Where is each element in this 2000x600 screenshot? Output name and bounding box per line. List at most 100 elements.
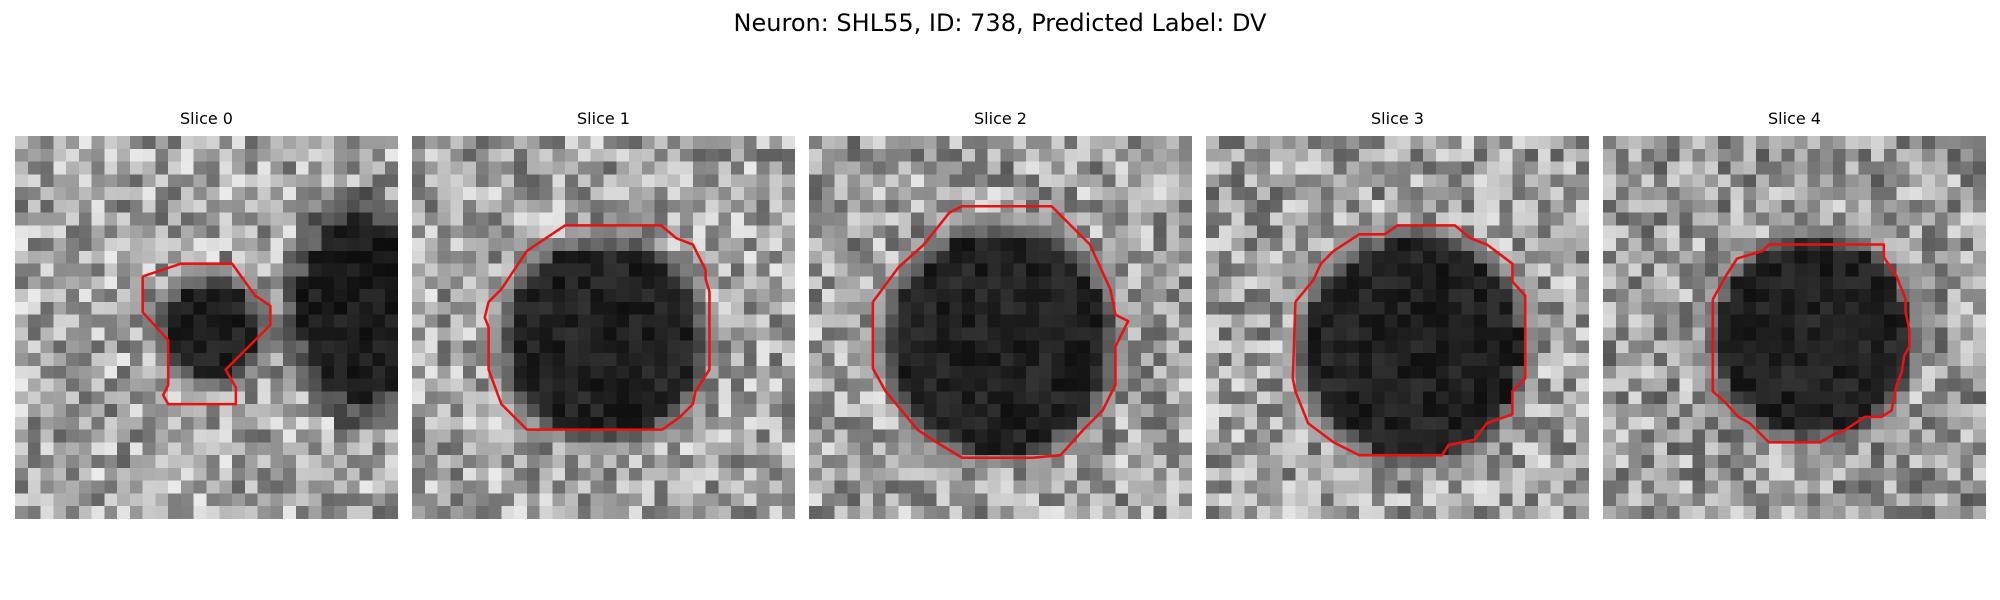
- pixel: [168, 467, 182, 481]
- pixel: [1666, 480, 1680, 494]
- pixel: [1089, 327, 1103, 341]
- pixel: [1397, 442, 1411, 456]
- pixel: [1140, 480, 1154, 494]
- pixel: [743, 301, 757, 315]
- pixel: [565, 238, 579, 252]
- pixel: [962, 212, 976, 226]
- pixel: [898, 467, 912, 481]
- pixel: [346, 161, 360, 175]
- pixel: [168, 353, 182, 367]
- pixel: [1550, 289, 1564, 303]
- pixel: [206, 467, 220, 481]
- pixel: [1499, 480, 1513, 494]
- pixel: [1743, 493, 1757, 507]
- pixel: [219, 148, 233, 162]
- pixel: [616, 289, 630, 303]
- pixel: [463, 391, 477, 405]
- pixel: [860, 263, 874, 277]
- pixel: [1244, 442, 1258, 456]
- pixel: [359, 416, 373, 430]
- pixel: [974, 187, 988, 201]
- pixel: [385, 276, 398, 290]
- pixel: [257, 429, 271, 443]
- pixel: [1922, 301, 1936, 315]
- pixel: [15, 263, 29, 277]
- pixel: [1153, 161, 1167, 175]
- pixel: [1140, 442, 1154, 456]
- pixel: [1768, 391, 1782, 405]
- pixel: [1435, 250, 1449, 264]
- pixel: [142, 250, 156, 264]
- pixel: [1960, 467, 1974, 481]
- pixel: [1384, 365, 1398, 379]
- pixel: [1743, 353, 1757, 367]
- pixel: [1730, 340, 1744, 354]
- pixel: [244, 429, 258, 443]
- pixel: [308, 480, 322, 494]
- pixel: [654, 429, 668, 443]
- pixel: [1603, 455, 1617, 469]
- pixel: [359, 263, 373, 277]
- pixel: [168, 199, 182, 213]
- pixel: [949, 174, 963, 188]
- pixel: [155, 429, 169, 443]
- pixel: [78, 391, 92, 405]
- pixel: [718, 353, 732, 367]
- pixel: [923, 263, 937, 277]
- pixel: [1973, 225, 1986, 239]
- pixel: [1269, 314, 1283, 328]
- pixel: [898, 250, 912, 264]
- pixel: [821, 365, 835, 379]
- pixel: [1038, 365, 1052, 379]
- pixel: [1320, 187, 1334, 201]
- pixel: [27, 391, 41, 405]
- pixel: [1397, 416, 1411, 430]
- pixel: [1603, 225, 1617, 239]
- pixel: [1960, 199, 1974, 213]
- pixel: [1717, 250, 1731, 264]
- pixel: [1537, 174, 1551, 188]
- pixel: [424, 212, 438, 226]
- pixel: [1820, 480, 1834, 494]
- pixel: [1832, 404, 1846, 418]
- pixel: [1896, 442, 1910, 456]
- pixel: [1308, 225, 1322, 239]
- pixel: [1512, 238, 1526, 252]
- pixel: [1486, 301, 1500, 315]
- pixel: [1550, 506, 1564, 519]
- pixel: [1206, 314, 1220, 328]
- pixel: [1153, 416, 1167, 430]
- pixel: [1666, 353, 1680, 367]
- pixel: [91, 199, 105, 213]
- pixel: [1628, 353, 1642, 367]
- pixel: [372, 289, 386, 303]
- pixel: [1909, 455, 1923, 469]
- pixel: [1102, 467, 1116, 481]
- pixel: [1013, 353, 1027, 367]
- pixel: [1359, 506, 1373, 519]
- pixel: [962, 353, 976, 367]
- pixel: [117, 263, 131, 277]
- pixel: [1153, 429, 1167, 443]
- pixel: [1089, 289, 1103, 303]
- pixel: [1179, 314, 1192, 328]
- pixel: [308, 212, 322, 226]
- pixel: [206, 480, 220, 494]
- pixel: [1333, 136, 1347, 150]
- pixel: [142, 148, 156, 162]
- cell-contour: [1711, 243, 1911, 444]
- pixel: [974, 416, 988, 430]
- pixel: [1666, 263, 1680, 277]
- pixel: [283, 212, 297, 226]
- pixel: [1794, 161, 1808, 175]
- pixel: [1654, 353, 1668, 367]
- pixel: [616, 365, 630, 379]
- pixel: [53, 148, 67, 162]
- pixel: [1934, 174, 1948, 188]
- pixel: [1603, 506, 1617, 519]
- pixel: [359, 506, 373, 519]
- pixel: [1179, 161, 1192, 175]
- pixel: [1820, 225, 1834, 239]
- pixel: [206, 353, 220, 367]
- pixel: [1089, 353, 1103, 367]
